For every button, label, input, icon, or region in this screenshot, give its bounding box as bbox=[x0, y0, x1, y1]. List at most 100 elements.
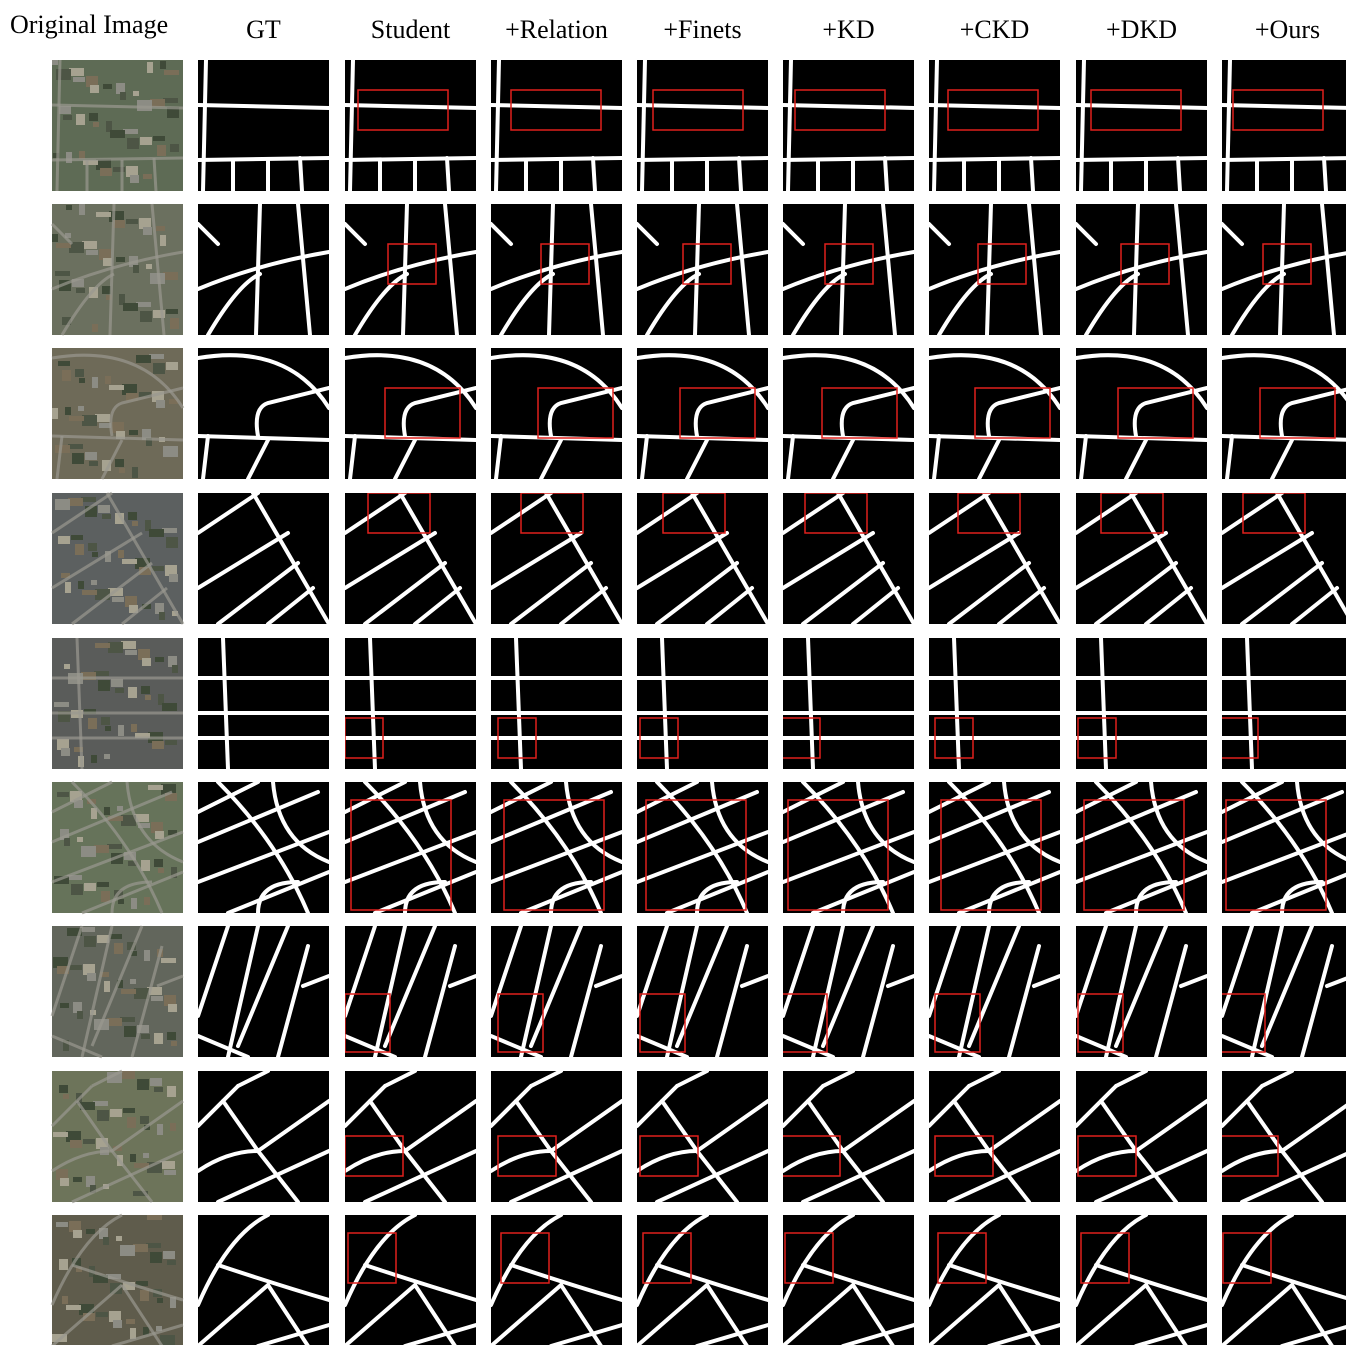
image-texture bbox=[154, 1033, 163, 1044]
mask-content bbox=[345, 493, 476, 624]
road-mask bbox=[1222, 782, 1346, 913]
mask-content bbox=[198, 493, 329, 624]
image-texture bbox=[128, 512, 137, 520]
image-texture bbox=[166, 537, 178, 548]
aerial-image bbox=[52, 493, 183, 624]
mask-content bbox=[198, 1071, 329, 1202]
mask-content bbox=[783, 204, 914, 335]
image-texture bbox=[166, 309, 178, 314]
image-texture bbox=[97, 1110, 109, 1121]
road bbox=[300, 158, 302, 191]
image-texture bbox=[127, 1117, 136, 1128]
road bbox=[1222, 158, 1346, 160]
image-road bbox=[154, 158, 156, 191]
road-mask bbox=[782, 1071, 914, 1202]
image-texture bbox=[164, 70, 179, 75]
image-texture bbox=[59, 1085, 68, 1093]
road-mask bbox=[783, 60, 914, 191]
road-mask bbox=[782, 926, 914, 1057]
image-texture bbox=[132, 521, 138, 526]
road-mask bbox=[929, 204, 1060, 335]
mask-content bbox=[782, 638, 914, 769]
image-texture bbox=[94, 845, 109, 853]
road-mask bbox=[929, 1071, 1060, 1202]
image-texture bbox=[62, 1296, 68, 1304]
image-texture bbox=[110, 934, 122, 939]
image-texture bbox=[82, 241, 97, 249]
image-texture bbox=[58, 536, 70, 544]
image-texture bbox=[101, 891, 110, 902]
road bbox=[637, 158, 768, 160]
aerial-image bbox=[52, 204, 183, 335]
mask-bg bbox=[637, 348, 768, 479]
image-texture bbox=[133, 1244, 148, 1252]
mask-bg bbox=[198, 60, 329, 191]
column-header: +Ours bbox=[1255, 15, 1320, 44]
image-texture bbox=[142, 658, 151, 666]
image-texture bbox=[141, 1034, 150, 1039]
road-mask bbox=[1076, 782, 1207, 913]
road-mask bbox=[198, 204, 329, 335]
road-mask bbox=[345, 638, 476, 769]
road-mask bbox=[198, 1215, 329, 1345]
mask-content bbox=[637, 926, 768, 1057]
image-texture bbox=[165, 740, 177, 745]
image-texture bbox=[136, 355, 151, 363]
image-texture bbox=[167, 1032, 176, 1040]
image-texture bbox=[120, 1017, 135, 1022]
mask-content bbox=[491, 204, 622, 335]
image-texture bbox=[123, 129, 138, 134]
image-texture bbox=[73, 1230, 82, 1238]
road-mask bbox=[1076, 204, 1207, 335]
image-texture bbox=[141, 860, 150, 871]
road-mask bbox=[637, 1215, 768, 1345]
image-texture bbox=[91, 580, 97, 585]
image-texture bbox=[130, 1154, 136, 1162]
road-mask bbox=[637, 60, 768, 191]
road-mask bbox=[1076, 348, 1207, 479]
image-texture bbox=[160, 235, 166, 246]
image-texture bbox=[76, 288, 85, 293]
image-texture bbox=[168, 1004, 177, 1012]
mask-content bbox=[345, 1071, 476, 1202]
image-texture bbox=[169, 574, 178, 582]
image-texture bbox=[90, 85, 99, 93]
mask-content bbox=[198, 638, 329, 769]
image-texture bbox=[65, 582, 71, 593]
image-texture bbox=[62, 370, 71, 381]
image-texture bbox=[73, 1177, 82, 1182]
image-texture bbox=[154, 859, 163, 867]
road-mask bbox=[637, 204, 768, 335]
road-mask bbox=[783, 204, 914, 335]
image-texture bbox=[103, 1237, 109, 1245]
image-texture bbox=[64, 664, 70, 669]
mask-bg bbox=[198, 638, 329, 769]
image-texture bbox=[152, 741, 164, 749]
image-texture bbox=[153, 136, 165, 141]
image-texture bbox=[59, 106, 71, 114]
image-texture bbox=[167, 1086, 176, 1097]
image-texture bbox=[54, 702, 69, 707]
mask-content bbox=[929, 493, 1060, 624]
column-header: Original Image bbox=[10, 10, 168, 39]
road-mask bbox=[491, 493, 622, 624]
image-texture bbox=[126, 219, 138, 224]
image-texture bbox=[79, 151, 85, 159]
mask-content bbox=[198, 60, 329, 191]
road-mask bbox=[637, 348, 768, 479]
mask-content bbox=[345, 926, 476, 1057]
image-texture bbox=[147, 62, 153, 73]
road bbox=[783, 158, 914, 160]
mask-bg bbox=[929, 348, 1060, 479]
image-texture bbox=[89, 461, 98, 466]
mask-content bbox=[345, 782, 476, 913]
mask-content bbox=[783, 60, 914, 191]
road-mask bbox=[929, 1215, 1060, 1345]
mask-content bbox=[198, 782, 329, 913]
mask-content bbox=[637, 1071, 768, 1202]
image-texture bbox=[91, 755, 97, 763]
image-texture bbox=[126, 1319, 135, 1324]
image-texture bbox=[60, 1003, 69, 1008]
mask-content bbox=[1076, 60, 1207, 191]
image-texture bbox=[93, 122, 99, 127]
